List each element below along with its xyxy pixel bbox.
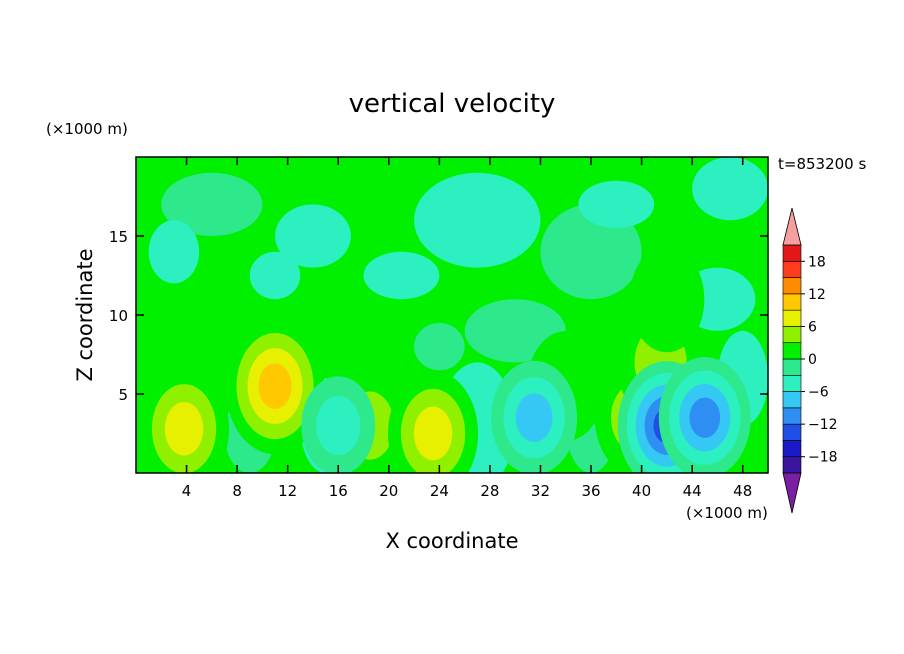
colorbar-tick-label: 12: [808, 287, 826, 303]
y-tick-label: 5: [118, 386, 128, 404]
y-unit-label: (×1000 m): [46, 120, 128, 138]
x-tick-label: 4: [182, 482, 192, 500]
colorbar-bin: [782, 342, 802, 360]
x-tick-label: 28: [480, 482, 499, 500]
colorbar-bin: [782, 456, 802, 474]
colorbar: 18 12 6 0 −6 −12 −18: [782, 207, 838, 514]
x-tick-label: 8: [232, 482, 242, 500]
x-axis-label: X coordinate: [385, 529, 518, 553]
field-patch: [363, 251, 440, 300]
colorbar-bin: [782, 277, 802, 295]
field-patch: [692, 157, 768, 221]
colorbar-bin: [782, 293, 802, 311]
colorbar-tick-label: 6: [808, 319, 817, 335]
y-tick-label: 15: [109, 228, 128, 246]
x-tick-label: 44: [683, 482, 702, 500]
colorbar-tick-label: −6: [808, 385, 829, 401]
updraft-contour: [164, 401, 204, 456]
y-axis-label: Z coordinate: [73, 248, 97, 381]
updraft-contour: [413, 406, 453, 461]
velocity-field: [139, 157, 768, 473]
x-tick-label: 36: [581, 482, 600, 500]
y-tick-label: 10: [109, 307, 128, 325]
colorbar-bin: [782, 391, 802, 409]
x-tick-label: 48: [733, 482, 752, 500]
field-patch: [578, 180, 655, 229]
x-tick-label: 24: [430, 482, 449, 500]
colorbar-bin: [782, 423, 802, 441]
time-label: t=853200 s: [778, 155, 866, 173]
field-patch: [540, 204, 642, 300]
colorbar-bin: [782, 374, 802, 392]
downdraft-contour: [689, 397, 721, 438]
field-patch: [148, 220, 200, 284]
x-tick-label: 20: [379, 482, 398, 500]
colorbar-bin: [782, 244, 802, 262]
downdraft-contour: [316, 396, 361, 456]
field-patch: [414, 322, 465, 371]
x-tick-label: 32: [531, 482, 550, 500]
field-patch: [275, 204, 351, 268]
x-tick-label: 16: [329, 482, 348, 500]
field-patch: [249, 251, 301, 300]
x-tick-label: 12: [278, 482, 297, 500]
field-patch: [161, 172, 263, 236]
colorbar-min-arrow: [782, 472, 802, 514]
x-tick-label: 40: [632, 482, 651, 500]
colorbar-tick-label: −18: [808, 450, 838, 466]
colorbar-tick-label: 18: [808, 254, 826, 270]
colorbar-bin: [782, 358, 802, 376]
colorbar-bin: [782, 326, 802, 344]
colorbar-bin: [782, 260, 802, 278]
field-patch: [414, 172, 541, 268]
updraft-contour: [629, 246, 705, 353]
x-axis-ticks: 4 8 12 16 20 24 28 32 36 40 44 48: [182, 157, 752, 500]
colorbar-bin: [782, 309, 802, 327]
downdraft-contour: [515, 393, 553, 443]
colorbar-tick-label: −12: [808, 417, 838, 433]
colorbar-bin: [782, 440, 802, 458]
chart-title: vertical velocity: [349, 89, 556, 119]
colorbar-bin: [782, 407, 802, 425]
x-unit-label: (×1000 m): [686, 504, 768, 522]
colorbar-max-arrow: [782, 207, 802, 246]
colorbar-tick-label: 0: [808, 352, 817, 368]
updraft-contour: [258, 363, 292, 409]
y-axis-ticks: 5 10 15: [109, 228, 768, 404]
